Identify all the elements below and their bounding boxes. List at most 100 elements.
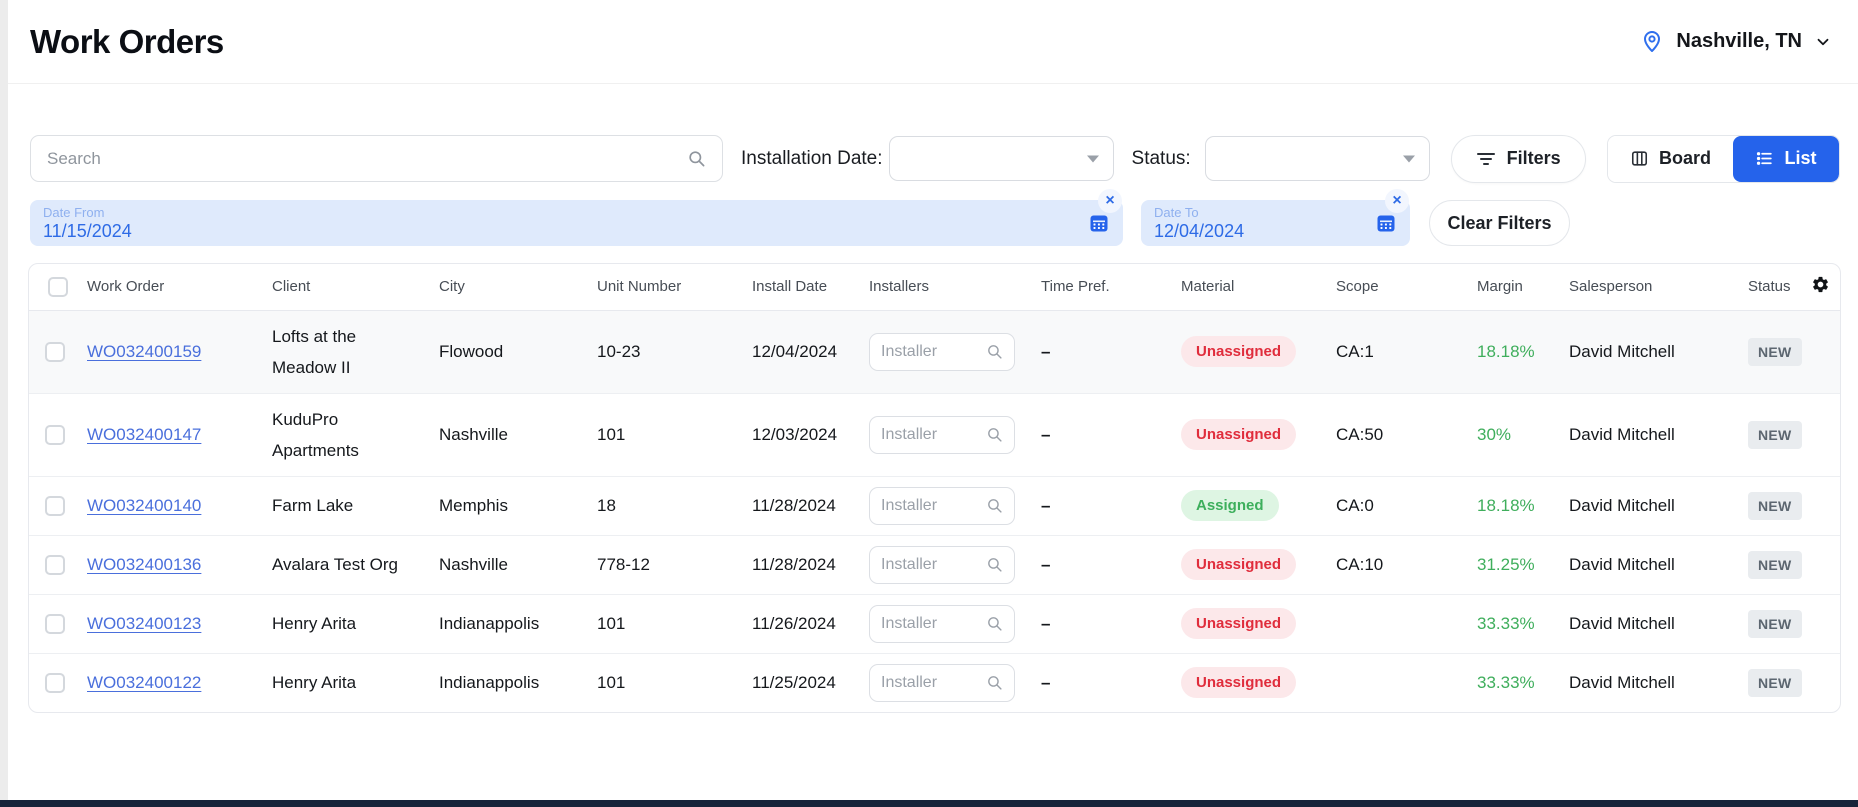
left-edge-strip [0, 0, 8, 801]
cell-status: NEW [1748, 393, 1811, 476]
caret-down-icon [1086, 155, 1099, 162]
status-select[interactable] [1204, 136, 1430, 181]
client-name: Henry Arita [272, 673, 357, 692]
cell-material: Unassigned [1181, 310, 1336, 393]
margin-value: 30% [1477, 424, 1512, 444]
margin-value: 18.18% [1477, 341, 1535, 361]
row-checkbox[interactable] [45, 554, 65, 575]
row-checkbox[interactable] [45, 424, 65, 445]
installer-search-box[interactable] [869, 486, 1015, 525]
cell-unit-number: 101 [597, 424, 626, 444]
work-order-link[interactable]: WO032400122 [87, 672, 202, 692]
time-pref-value: – [1041, 613, 1051, 633]
installer-search-input[interactable] [881, 614, 986, 633]
installer-search-input[interactable] [881, 673, 986, 692]
column-settings-gear-icon[interactable] [1811, 275, 1830, 294]
work-orders-table-container: Work Order Client City Unit Number Insta… [28, 263, 1841, 713]
cell-install-date: 11/26/2024 [752, 613, 836, 633]
column-header-status[interactable]: Status [1748, 264, 1811, 311]
select-all-checkbox[interactable] [48, 276, 68, 297]
cell-city: Indianappolis [439, 613, 540, 633]
column-header-margin[interactable]: Margin [1477, 264, 1569, 311]
column-header-salesperson[interactable]: Salesperson [1569, 264, 1748, 311]
cell-actions [1811, 535, 1840, 594]
column-header-city[interactable]: City [439, 264, 597, 311]
caret-down-icon [1402, 155, 1415, 162]
row-checkbox[interactable] [45, 341, 65, 362]
status-badge: NEW [1748, 550, 1802, 579]
row-checkbox[interactable] [45, 672, 65, 693]
location-pin-icon [1640, 30, 1664, 54]
clear-filters-button[interactable]: Clear Filters [1429, 200, 1570, 246]
margin-value: 33.33% [1477, 613, 1535, 633]
column-header-unit-number[interactable]: Unit Number [597, 264, 752, 311]
cell-status: NEW [1748, 594, 1811, 653]
cell-salesperson: David Mitchell [1569, 613, 1675, 633]
list-view-button[interactable]: List [1733, 135, 1839, 182]
installer-search-input[interactable] [881, 555, 986, 574]
calendar-icon[interactable] [1375, 212, 1397, 234]
work-order-link[interactable]: WO032400136 [87, 554, 202, 574]
filters-button-label: Filters [1506, 148, 1561, 168]
remove-date-to-icon[interactable]: × [1385, 189, 1409, 213]
installer-search-input[interactable] [881, 496, 986, 515]
cell-actions [1811, 653, 1840, 712]
remove-date-from-icon[interactable]: × [1098, 189, 1122, 213]
installer-search-box[interactable] [869, 545, 1015, 584]
client-name: Henry Arita [272, 614, 357, 633]
cell-client: Farm Lake [272, 476, 439, 535]
cell-select [29, 476, 87, 535]
filters-button[interactable]: Filters [1450, 134, 1586, 183]
installer-search-box[interactable] [869, 415, 1015, 454]
board-view-button[interactable]: Board [1608, 135, 1733, 182]
column-header-scope[interactable]: Scope [1336, 264, 1477, 311]
filter-toolbar: Installation Date: Status: Filters Board [30, 134, 1840, 183]
column-header-install-date[interactable]: Install Date [752, 264, 869, 311]
view-toggle: Board List [1607, 134, 1840, 183]
cell-unit-number: 101 [597, 613, 626, 633]
cell-work-order: WO032400147 [87, 393, 272, 476]
cell-material: Assigned [1181, 476, 1336, 535]
cell-time-pref: – [1041, 653, 1181, 712]
row-checkbox[interactable] [45, 613, 65, 634]
search-box[interactable] [30, 135, 723, 182]
installer-search-box[interactable] [869, 604, 1015, 643]
column-header-material[interactable]: Material [1181, 264, 1336, 311]
installer-search-input[interactable] [881, 425, 986, 444]
cell-installers [869, 535, 1041, 594]
cell-actions [1811, 594, 1840, 653]
material-status-pill: Assigned [1181, 490, 1279, 521]
column-header-installers[interactable]: Installers [869, 264, 1041, 311]
work-order-link[interactable]: WO032400159 [87, 341, 202, 361]
column-header-work-order[interactable]: Work Order [87, 264, 272, 311]
installer-search-input[interactable] [881, 342, 986, 361]
date-from-chip[interactable]: Date From 11/15/2024 × [30, 189, 1123, 246]
installer-search-box[interactable] [869, 663, 1015, 702]
search-input[interactable] [47, 148, 687, 169]
installation-date-select[interactable] [888, 136, 1114, 181]
list-button-label: List [1784, 148, 1817, 168]
cell-work-order: WO032400136 [87, 535, 272, 594]
calendar-icon[interactable] [1088, 212, 1110, 234]
cell-work-order: WO032400123 [87, 594, 272, 653]
installer-search-box[interactable] [869, 332, 1015, 371]
cell-select [29, 594, 87, 653]
location-selector[interactable]: Nashville, TN [1640, 30, 1832, 54]
date-to-chip[interactable]: Date To 12/04/2024 × [1141, 189, 1410, 246]
cell-installers [869, 594, 1041, 653]
cell-install-date: 11/28/2024 [752, 495, 836, 515]
client-name: Lofts at the Meadow II [272, 326, 357, 377]
cell-salesperson: David Mitchell [1569, 424, 1675, 444]
work-order-link[interactable]: WO032400140 [87, 495, 202, 515]
work-order-link[interactable]: WO032400147 [87, 424, 202, 444]
work-order-link[interactable]: WO032400123 [87, 613, 202, 633]
cell-client: Henry Arita [272, 653, 439, 712]
status-badge: NEW [1748, 420, 1802, 449]
cell-installers [869, 310, 1041, 393]
column-header-client[interactable]: Client [272, 264, 439, 311]
column-header-time-pref[interactable]: Time Pref. [1041, 264, 1181, 311]
client-name: Farm Lake [272, 496, 354, 515]
time-pref-value: – [1041, 554, 1051, 574]
row-checkbox[interactable] [45, 495, 65, 516]
